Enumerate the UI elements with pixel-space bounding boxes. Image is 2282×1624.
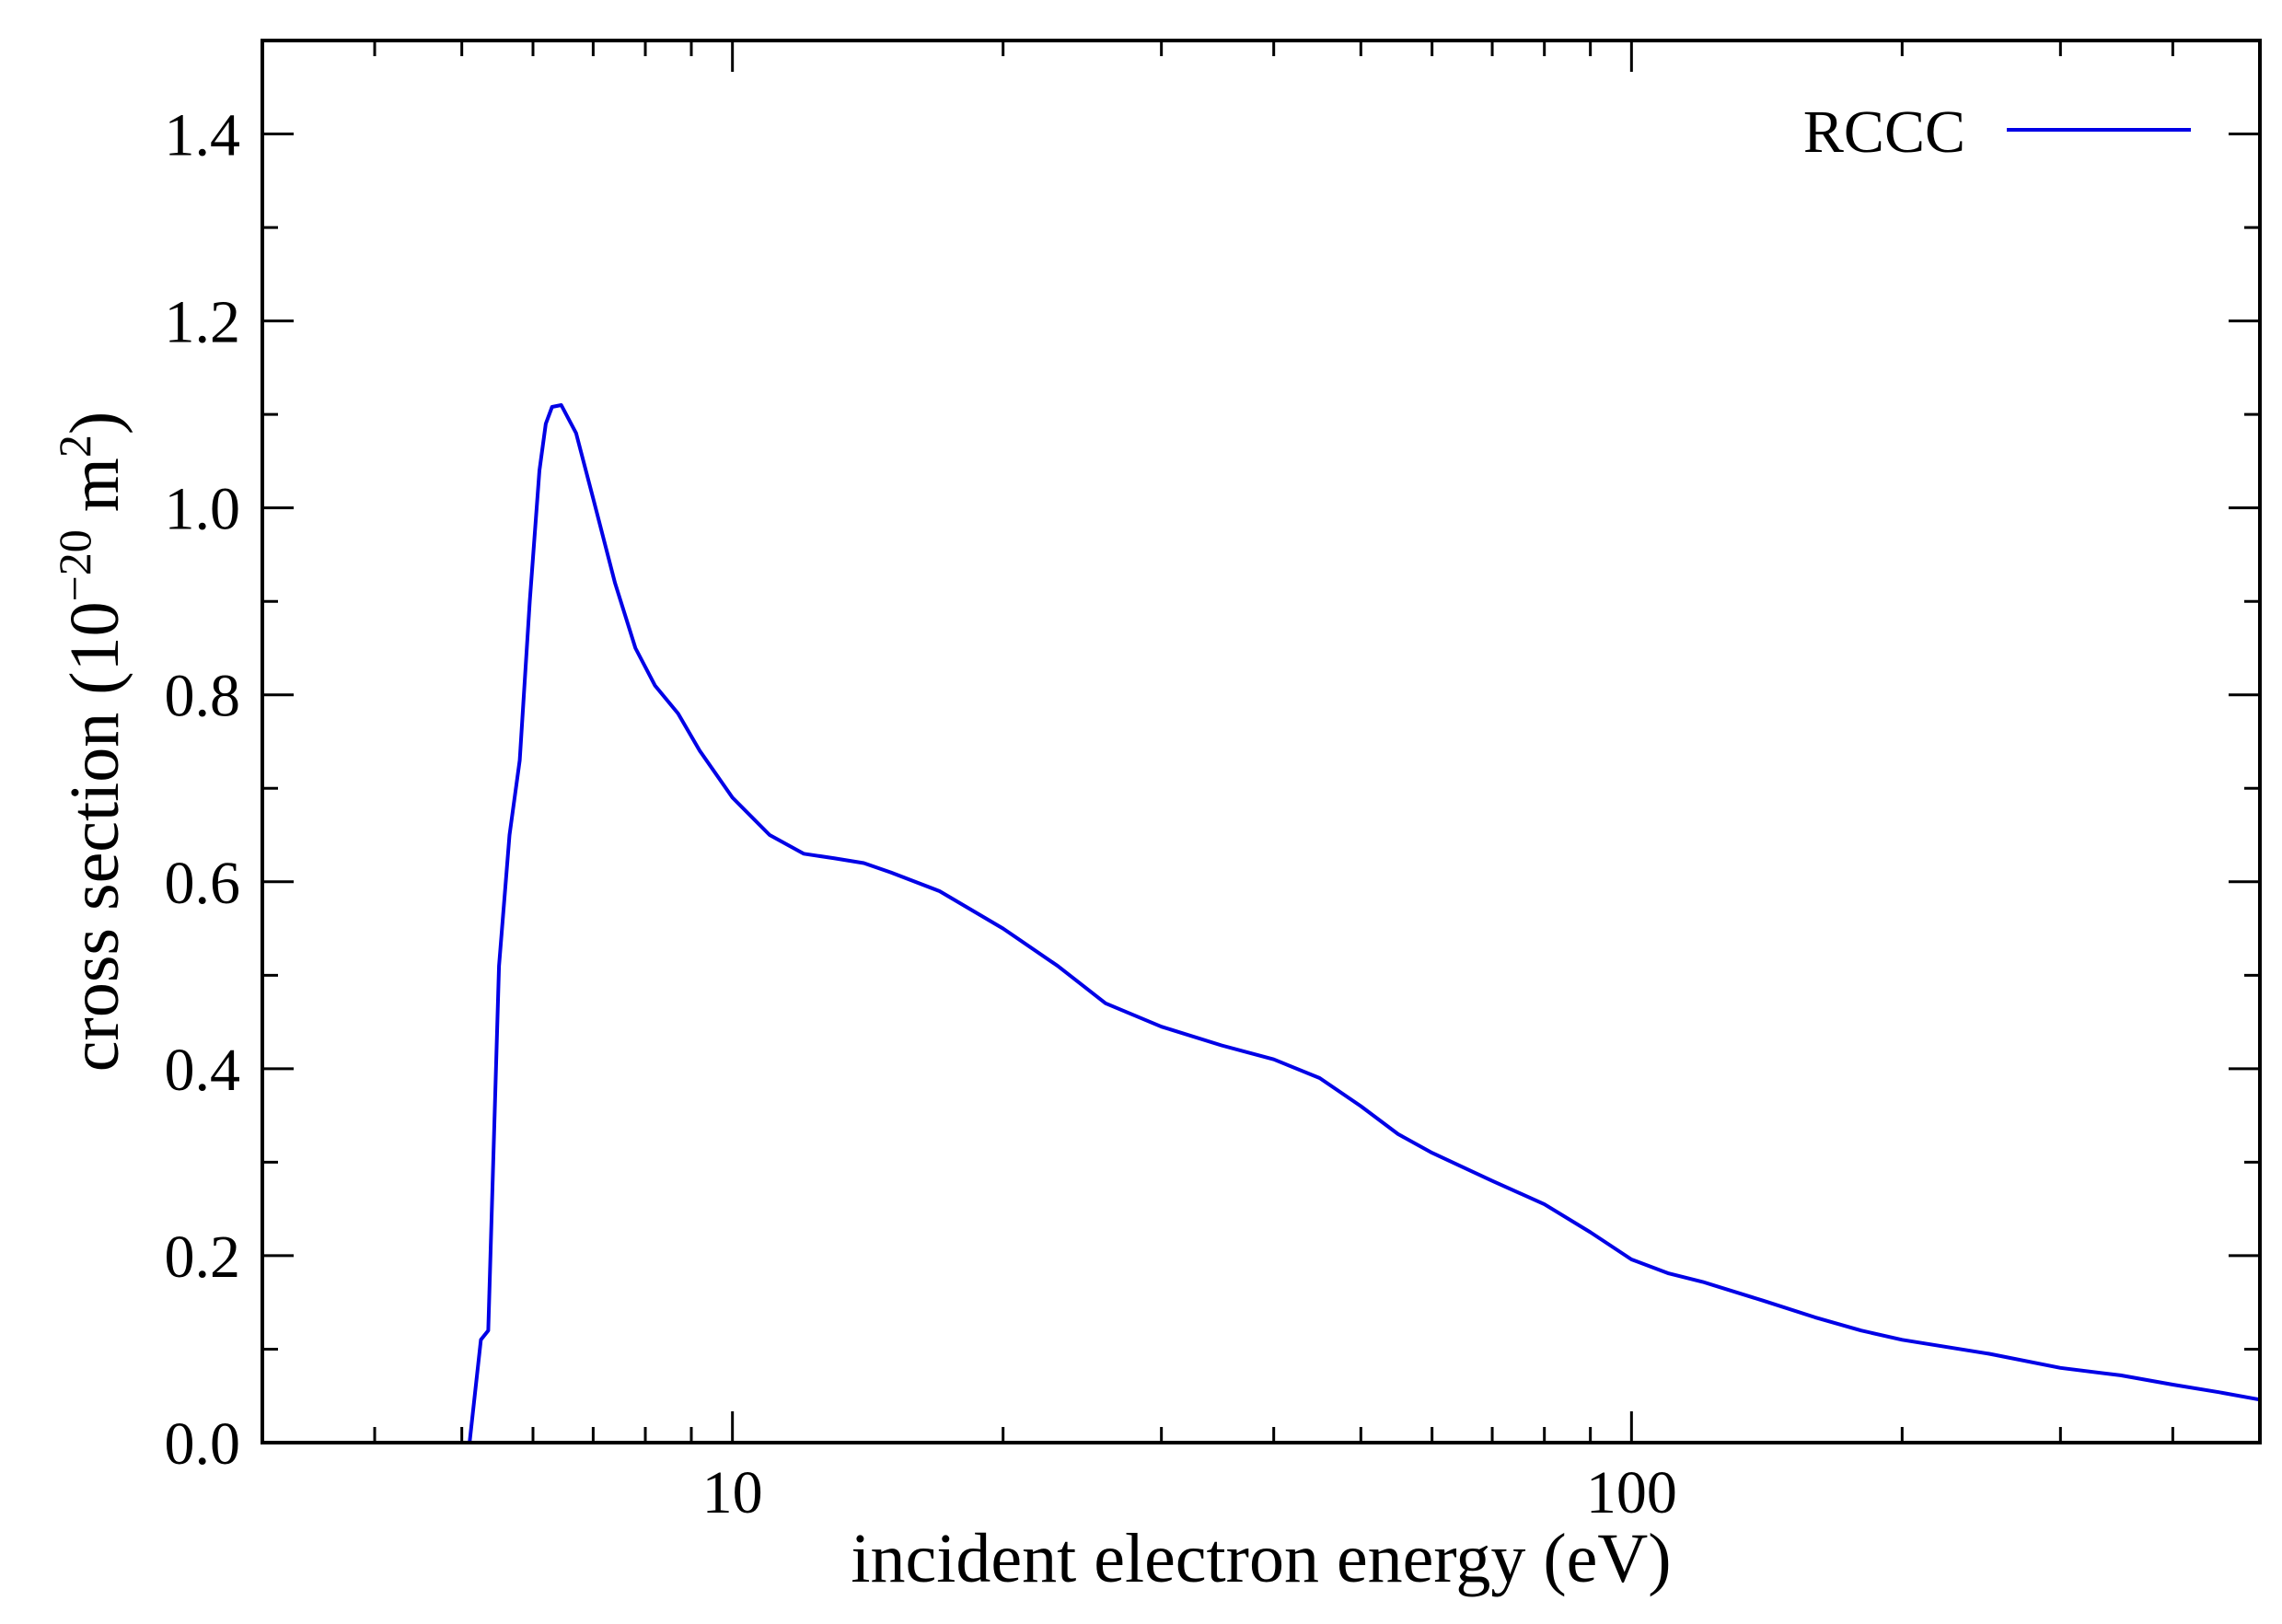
y-axis-label-close: ) (56, 412, 133, 435)
legend-label-rccc: RCCC (1803, 99, 1965, 166)
y-axis-label-exponent: −20 (49, 529, 100, 601)
x-tick-label: 10 (702, 1459, 763, 1526)
y-tick-label: 0.6 (165, 850, 241, 917)
y-tick-label: 0.0 (165, 1410, 241, 1478)
plot-frame (261, 39, 2262, 1444)
y-axis-label-unit-exponent: 2 (49, 435, 100, 458)
y-axis-label: cross section (10−20 m2) (49, 412, 133, 1072)
y-tick-label: 0.8 (165, 663, 241, 730)
series-line-rccc (468, 403, 2261, 1444)
major-ticks (262, 41, 2260, 1444)
y-tick-label: 1.2 (165, 289, 241, 356)
y-axis-label-main: cross section (10 (56, 601, 133, 1072)
y-tick-label: 1.4 (165, 102, 241, 169)
tick-labels: 0.0 0.2 0.4 0.6 0.8 1.0 1.2 1.4 10 100 (165, 102, 1677, 1526)
x-tick-label: 100 (1586, 1459, 1677, 1526)
x-axis-label: incident electron energy (eV) (851, 1520, 1671, 1597)
y-tick-label: 0.2 (165, 1224, 241, 1291)
minor-ticks (261, 39, 2262, 1443)
legend: RCCC (1803, 99, 2191, 166)
y-axis-label-unit: m (56, 458, 133, 529)
series-layer (468, 403, 2261, 1444)
y-tick-label: 1.0 (165, 476, 241, 543)
y-tick-label: 0.4 (165, 1037, 241, 1104)
